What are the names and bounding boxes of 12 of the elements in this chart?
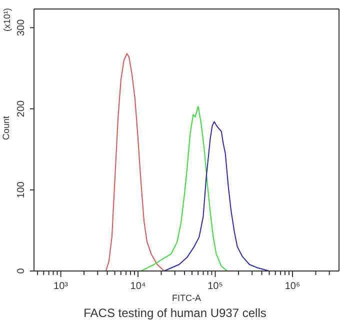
x-tick-label: 10⁵ [208, 281, 223, 292]
axis-multiplier: (x10¹) [2, 8, 12, 32]
y-tick-label: 200 [16, 100, 27, 118]
y-tick-label: 300 [16, 18, 27, 36]
y-tick-label: 0 [16, 268, 27, 274]
x-tick-label: 10⁴ [130, 281, 146, 292]
y-tick-label: 100 [16, 181, 27, 198]
x-tick-label: 10³ [54, 281, 69, 292]
y-axis-title: Count [1, 115, 12, 140]
x-tick-label: 10⁶ [284, 281, 300, 292]
x-axis-title: FITC-A [172, 293, 201, 303]
text: FACS testing of human U937 cells [82, 306, 268, 320]
